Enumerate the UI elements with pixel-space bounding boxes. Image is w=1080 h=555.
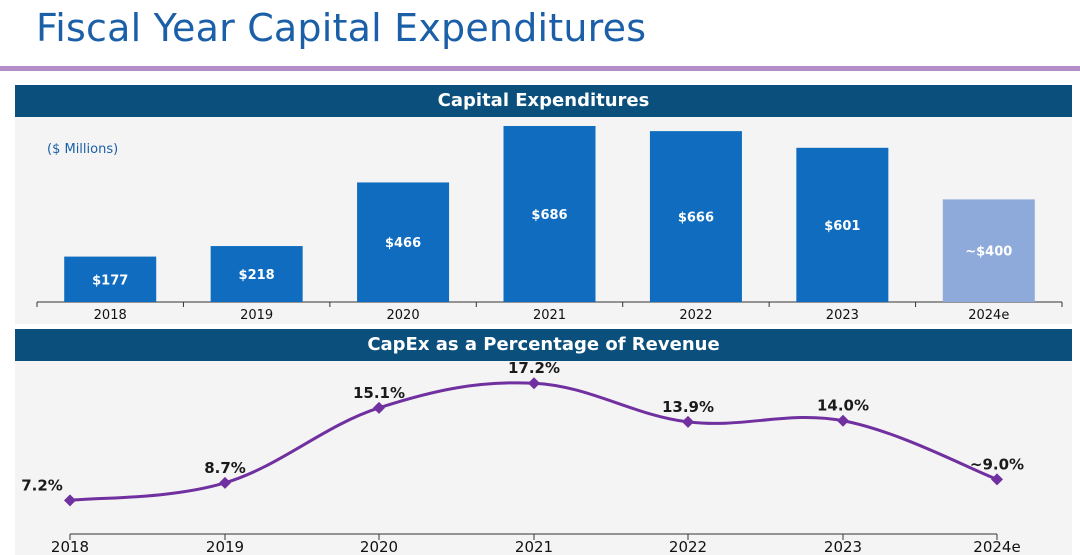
data-point-2020: [373, 401, 385, 414]
pct-value-label: ~9.0%: [970, 455, 1024, 473]
line-x-tick-label: 2018: [51, 538, 89, 555]
line-x-tick-label: 2023: [824, 538, 862, 555]
bar-x-tick-label: 2024e: [968, 308, 1009, 323]
bar-2024e: [942, 199, 1035, 302]
pct-value-label: 15.1%: [353, 384, 405, 402]
data-point-2022: [682, 415, 694, 428]
bar-x-tick-label: 2023: [826, 308, 859, 323]
bar-value-label: $218: [239, 268, 275, 283]
line-x-tick-label: 2021: [515, 538, 553, 555]
bar-x-tick-label: 2019: [240, 308, 273, 323]
bar-value-label: $666: [678, 211, 714, 226]
data-point-2021: [528, 377, 540, 390]
line-x-tick-label: 2019: [206, 538, 244, 555]
bar-2021: [503, 126, 596, 302]
bar-value-label: $466: [385, 236, 421, 251]
bar-x-tick-label: 2020: [387, 308, 420, 323]
pct-value-label: 13.9%: [662, 398, 714, 416]
units-label: ($ Millions): [47, 142, 119, 157]
bar-value-label: $177: [92, 273, 128, 288]
bar-value-label: ~$400: [965, 245, 1012, 260]
data-point-2018: [64, 494, 76, 507]
data-point-2019: [219, 476, 231, 489]
bar-x-tick-label: 2018: [94, 308, 127, 323]
pct-value-label: 8.7%: [204, 459, 246, 477]
bar-value-label: $601: [824, 219, 860, 234]
pct-value-label: 7.2%: [21, 476, 63, 494]
bar-x-tick-label: 2021: [533, 308, 566, 323]
line-chart-panel: [15, 361, 1072, 555]
bar-2023: [796, 147, 889, 302]
bar-2020: [357, 182, 450, 302]
page-title: Fiscal Year Capital Expenditures: [36, 6, 647, 50]
bar-2019: [210, 246, 303, 302]
bar-chart-header: Capital Expenditures: [15, 85, 1072, 117]
bar-x-tick-label: 2022: [679, 308, 712, 323]
line-x-tick-label: 2020: [360, 538, 398, 555]
data-point-2024e: [991, 473, 1003, 486]
line-x-tick-label: 2022: [669, 538, 707, 555]
pct-value-label: 14.0%: [817, 397, 869, 415]
bar-2022: [649, 131, 742, 302]
bar-2018: [64, 256, 157, 302]
data-point-2023: [837, 414, 849, 427]
bar-value-label: $686: [531, 208, 567, 223]
pct-value-label: 17.2%: [508, 359, 560, 377]
line-chart-header: CapEx as a Percentage of Revenue: [15, 329, 1072, 361]
title-divider: [0, 66, 1080, 71]
line-x-tick-label: 2024e: [973, 538, 1020, 555]
